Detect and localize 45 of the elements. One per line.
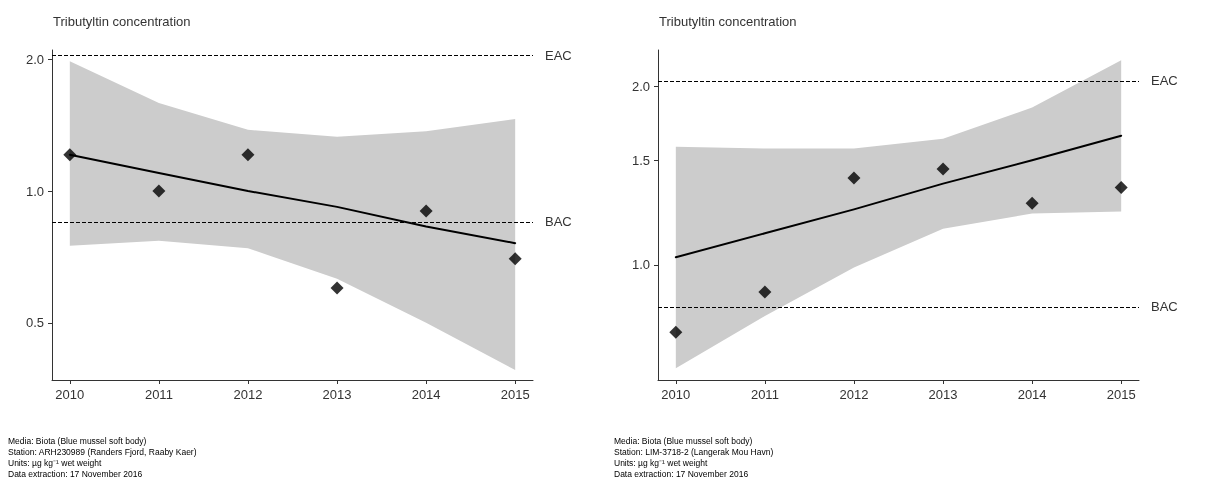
point (1025, 196, 1039, 210)
x-tick-label: 2014 (411, 387, 441, 402)
point (508, 252, 522, 266)
x-tick-label: 2011 (144, 387, 173, 402)
x-tick-label: 2011 (750, 387, 779, 402)
y-tick-label: 2.0 (25, 51, 44, 67)
ref-line-label: EAC (545, 48, 572, 64)
point (63, 148, 77, 162)
ref-line-label: BAC (545, 214, 572, 230)
x-tick-label: 2015 (500, 387, 530, 402)
x-tick-label: 2010 (55, 387, 85, 402)
text: Data extraction: 17 November 2016 (8, 469, 143, 479)
text: Station: ARH230989 (Randers Fjord, Raaby Kaer) (8, 447, 197, 457)
point (152, 184, 166, 198)
y-tick-label: 1.0 (25, 183, 44, 199)
chart-title: Tributyltin concentration (53, 14, 191, 29)
point (758, 285, 772, 299)
text: Station: LIM-3718-2 (Langerak Mou Havn) (614, 447, 774, 457)
point (669, 325, 683, 339)
x-tick-label: 2014 (1017, 387, 1047, 402)
text: Units: µg kg⁻¹ wet weight (8, 458, 102, 468)
x-tick-label: 2013 (928, 387, 958, 402)
point (419, 204, 433, 218)
x-tick-label: 2010 (661, 387, 691, 402)
chart-title: Tributyltin concentration (659, 14, 797, 29)
point (847, 171, 861, 185)
text: Media: Biota (Blue mussel soft body) (614, 436, 753, 446)
text: Media: Biota (Blue mussel soft body) (8, 436, 147, 446)
text: Data extraction: 17 November 2016 (614, 469, 749, 479)
y-tick-label: 2.0 (631, 78, 650, 94)
x-tick-label: 2013 (322, 387, 352, 402)
x-tick-label: 2015 (1106, 387, 1136, 402)
line-series (674, 134, 1123, 259)
x-tick-label: 2012 (839, 387, 869, 402)
point (241, 148, 255, 162)
text: Units: µg kg⁻¹ wet weight (614, 458, 708, 468)
point (330, 281, 344, 295)
ref-line-label: BAC (1151, 299, 1178, 315)
ref-line-label: EAC (1151, 73, 1178, 89)
y-tick-label: 1.0 (631, 257, 650, 273)
point (1114, 180, 1128, 194)
point (936, 162, 950, 176)
y-tick-label: 0.5 (25, 315, 44, 331)
y-tick-label: 1.5 (631, 152, 650, 168)
x-tick-label: 2012 (233, 387, 263, 402)
